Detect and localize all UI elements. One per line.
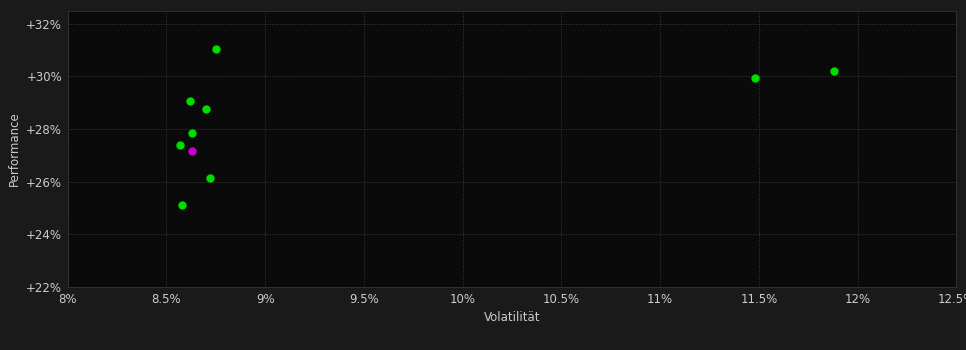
Point [826,68,841,74]
Y-axis label: Performance: Performance [8,111,20,186]
Point [173,142,188,148]
Point [185,130,200,136]
Point [185,148,200,153]
Point [747,75,762,80]
Point [202,175,217,181]
X-axis label: Volatilität: Volatilität [484,311,540,324]
Point [175,203,190,208]
Point [183,99,198,104]
Point [198,106,213,112]
Point [208,46,223,51]
